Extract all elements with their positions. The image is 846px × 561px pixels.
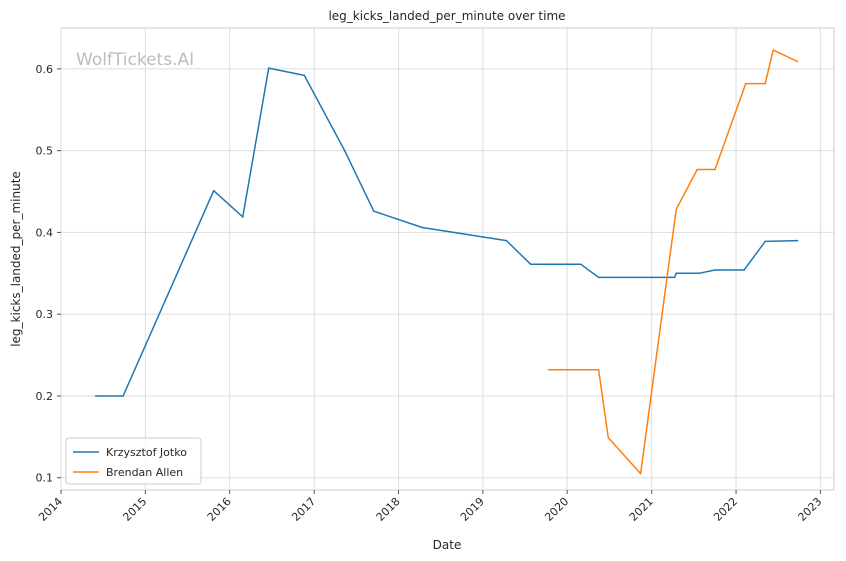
data-point-brendan-allen	[607, 436, 610, 439]
data-point-brendan-allen	[677, 205, 679, 208]
x-tick-label: 2018	[374, 495, 403, 524]
data-point-brendan-allen	[764, 82, 766, 85]
x-tick-label: 2021	[627, 495, 656, 524]
x-tick-label: 2023	[795, 495, 824, 524]
y-axis-ticks: 0.1 0.2 0.3 0.4 0.5 0.6	[36, 63, 61, 485]
plot-background	[60, 27, 835, 491]
data-point-krzysztof-jotko	[373, 210, 375, 212]
x-tick-label: 2015	[120, 495, 149, 524]
series-lines	[94, 49, 799, 475]
legend: Krzysztof Jotko Brendan Allen	[65, 437, 202, 485]
data-point-brendan-allen	[696, 168, 698, 171]
y-axis-label: leg_kicks_landed_per_minute	[9, 171, 23, 347]
data-point-krzysztof-jotko	[743, 269, 745, 271]
data-point-krzysztof-jotko	[675, 272, 677, 275]
x-tick-label: 2017	[289, 495, 318, 524]
data-point-krzysztof-jotko	[242, 216, 244, 218]
x-axis-ticks: 2014 2015 2016 2017 2018 2019 2020 2021 2022 2023	[36, 490, 824, 524]
x-tick-label: 2014	[36, 495, 65, 524]
legend-box	[65, 437, 202, 485]
x-tick-label: 2019	[458, 495, 487, 524]
chart-title: leg_kicks_landed_per_minute over time	[328, 9, 565, 23]
x-tick-label: 2022	[711, 495, 740, 524]
y-tick-label: 0.6	[36, 63, 54, 76]
data-point-krzysztof-jotko	[764, 240, 766, 243]
series-line-krzysztof-jotko	[95, 67, 798, 397]
data-point-krzysztof-jotko	[343, 149, 346, 152]
data-point-brendan-allen	[547, 369, 550, 371]
data-point-krzysztof-jotko	[673, 276, 676, 279]
data-point-krzysztof-jotko	[122, 395, 124, 397]
data-point-krzysztof-jotko	[505, 239, 508, 242]
x-axis-label: Date	[433, 538, 462, 552]
data-point-krzysztof-jotko	[698, 272, 700, 275]
x-tick-label: 2020	[542, 495, 571, 524]
x-tick-label: 2016	[205, 495, 234, 524]
legend-label-krzysztof-jotko: Krzysztof Jotko	[106, 446, 187, 459]
data-point-brendan-allen	[639, 472, 642, 475]
series-line-brendan-allen	[548, 49, 798, 475]
data-point-brendan-allen	[772, 49, 774, 51]
y-tick-label: 0.4	[36, 226, 54, 239]
data-point-brendan-allen	[597, 369, 600, 371]
y-tick-label: 0.2	[36, 390, 54, 403]
data-point-brendan-allen	[714, 168, 716, 171]
watermark: WolfTickets.AI	[76, 50, 194, 70]
data-point-krzysztof-jotko	[212, 189, 215, 192]
y-tick-label: 0.1	[36, 472, 54, 485]
y-tick-label: 0.5	[36, 145, 54, 158]
data-point-krzysztof-jotko	[529, 263, 532, 266]
data-point-krzysztof-jotko	[94, 395, 97, 397]
data-point-krzysztof-jotko	[580, 263, 582, 266]
data-point-krzysztof-jotko	[421, 226, 424, 229]
legend-label-brendan-allen: Brendan Allen	[106, 466, 183, 479]
data-point-krzysztof-jotko	[714, 269, 716, 271]
y-tick-label: 0.3	[36, 308, 54, 321]
data-point-krzysztof-jotko	[303, 74, 306, 77]
data-point-krzysztof-jotko	[267, 67, 270, 69]
data-point-krzysztof-jotko	[597, 276, 600, 279]
data-point-brendan-allen	[796, 60, 799, 63]
data-point-brendan-allen	[744, 82, 747, 85]
data-point-krzysztof-jotko	[796, 239, 799, 242]
data-point-brendan-allen	[675, 208, 677, 211]
plot-area: WolfTickets.AI	[60, 27, 835, 491]
